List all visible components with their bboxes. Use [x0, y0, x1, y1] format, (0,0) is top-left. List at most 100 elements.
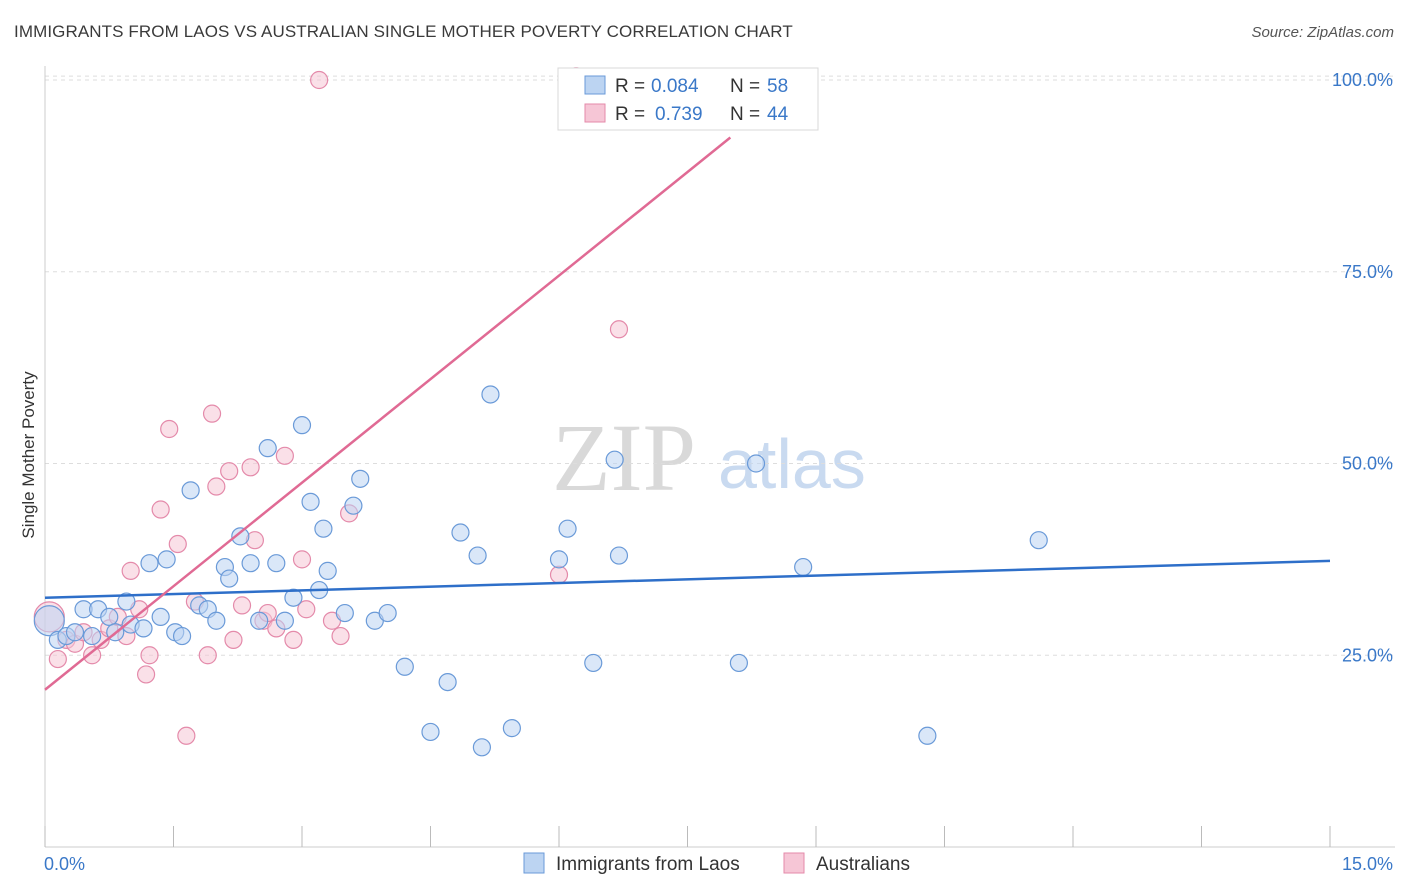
australians-point [48, 649, 67, 669]
laos-point [584, 653, 603, 673]
australians-point [275, 446, 294, 465]
australians-point [549, 565, 569, 584]
laos-point [481, 385, 500, 404]
laos-point [134, 619, 153, 638]
laos-point [605, 450, 624, 469]
axes [44, 66, 1395, 848]
australians-point [177, 726, 196, 745]
legend-n-label-blue: N = [730, 76, 760, 97]
laos-point [241, 554, 260, 573]
australians-point [160, 419, 179, 439]
x-tick-label-max: 15.0% [1342, 854, 1393, 874]
trendline-laos [44, 559, 1331, 599]
series-legend: Immigrants from Laos Australians [523, 852, 910, 875]
laos-point [207, 611, 226, 630]
australians-point [241, 458, 260, 477]
australians-point [168, 534, 187, 554]
series-australians [33, 67, 629, 745]
legend-n-label-pink: N = [730, 104, 760, 125]
laos-point [335, 603, 354, 623]
australians-point [220, 462, 239, 481]
laos-point [258, 439, 277, 458]
laos-point [558, 519, 577, 538]
laos-point [284, 588, 303, 607]
watermark: ZIP atlas [552, 404, 866, 511]
stats-legend: R = 0.084 N = 58 R = 0.739 N = 44 [557, 67, 819, 131]
laos-point [451, 523, 470, 542]
x-tick-label-min: 0.0% [44, 854, 85, 874]
laos-point [231, 527, 250, 546]
tick-labels: 25.0% 50.0% 75.0% 100.0% 0.0% 15.0% [44, 70, 1393, 874]
australians-point [151, 500, 170, 519]
source-label: Source: ZipAtlas.com [1251, 24, 1394, 41]
laos-point [609, 546, 629, 565]
laos-point [117, 592, 136, 611]
laos-point [502, 719, 521, 738]
australians-point [297, 600, 316, 619]
laos-point [220, 569, 239, 588]
laos-point [378, 603, 397, 623]
trendlines [44, 136, 1331, 691]
legend-r-value-blue: 0.084 [651, 76, 699, 97]
laos-point [151, 607, 170, 627]
chart-title: IMMIGRANTS FROM LAOS VS AUSTRALIAN SINGL… [14, 22, 793, 41]
legend-r-label-blue: R = [615, 76, 645, 97]
australians-point [198, 646, 217, 665]
laos-point [1029, 531, 1048, 550]
laos-point [746, 454, 766, 473]
laos-point [918, 726, 937, 745]
legend-r-value-pink: 0.739 [655, 104, 703, 125]
series-legend-label-pink: Australians [816, 854, 910, 875]
laos-point [140, 554, 159, 573]
laos-point [100, 607, 119, 627]
australians-point [136, 665, 156, 684]
laos-point [395, 657, 414, 676]
australians-point [292, 550, 312, 569]
laos-point [438, 672, 457, 692]
australians-point [284, 630, 303, 650]
series-immigrants-from-laos [33, 385, 1048, 757]
laos-point [157, 550, 176, 569]
watermark-zip: ZIP [552, 404, 696, 511]
y-tick-label: 100.0% [1332, 70, 1393, 90]
y-axis-title: Single Mother Poverty [19, 371, 38, 539]
legend-swatch-blue [584, 75, 606, 95]
legend-r-label-pink: R = [615, 104, 645, 125]
laos-point [472, 738, 491, 757]
laos-point [318, 561, 337, 580]
laos-point [275, 611, 294, 630]
australians-point [224, 630, 243, 650]
laos-point [267, 554, 286, 573]
australians-point [83, 646, 102, 665]
laos-point [181, 481, 200, 500]
laos-point [344, 496, 363, 515]
series-legend-swatch-pink [783, 852, 805, 874]
laos-point [729, 653, 749, 673]
laos-point [549, 550, 569, 569]
y-tick-label: 75.0% [1342, 262, 1393, 282]
trendline-australians [44, 136, 732, 691]
legend-n-value-blue: 58 [767, 76, 788, 97]
australians-point [121, 561, 140, 580]
y-tick-label: 50.0% [1342, 454, 1393, 474]
australians-point [140, 646, 159, 665]
laos-point [65, 623, 85, 642]
laos-point [468, 546, 487, 565]
laos-point [314, 519, 333, 538]
australians-point [609, 320, 629, 339]
laos-point [351, 469, 370, 488]
series-legend-swatch-blue [523, 852, 545, 874]
australians-point [310, 70, 329, 90]
australians-point [331, 626, 350, 646]
series-legend-label-blue: Immigrants from Laos [556, 854, 740, 875]
laos-point [172, 626, 192, 646]
laos-point [421, 722, 440, 742]
laos-point [83, 626, 102, 646]
legend-swatch-pink [584, 103, 606, 123]
australians-point [207, 477, 226, 496]
legend-n-value-pink: 44 [767, 104, 789, 125]
australians-point [202, 404, 222, 423]
laos-point [250, 611, 269, 630]
laos-point [33, 605, 65, 637]
